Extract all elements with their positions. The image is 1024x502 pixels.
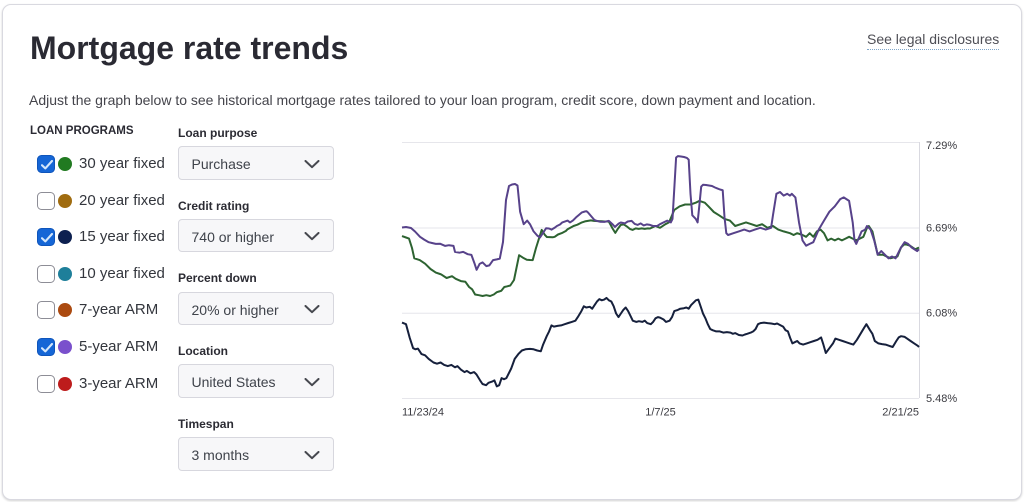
svg-text:7.29%: 7.29% [926, 140, 957, 152]
svg-text:1/7/25: 1/7/25 [645, 407, 676, 419]
svg-text:6.08%: 6.08% [926, 308, 957, 320]
svg-text:5.48%: 5.48% [926, 393, 957, 405]
svg-text:11/23/24: 11/23/24 [402, 407, 444, 419]
svg-text:6.69%: 6.69% [926, 222, 957, 234]
svg-text:2/21/25: 2/21/25 [882, 407, 919, 419]
